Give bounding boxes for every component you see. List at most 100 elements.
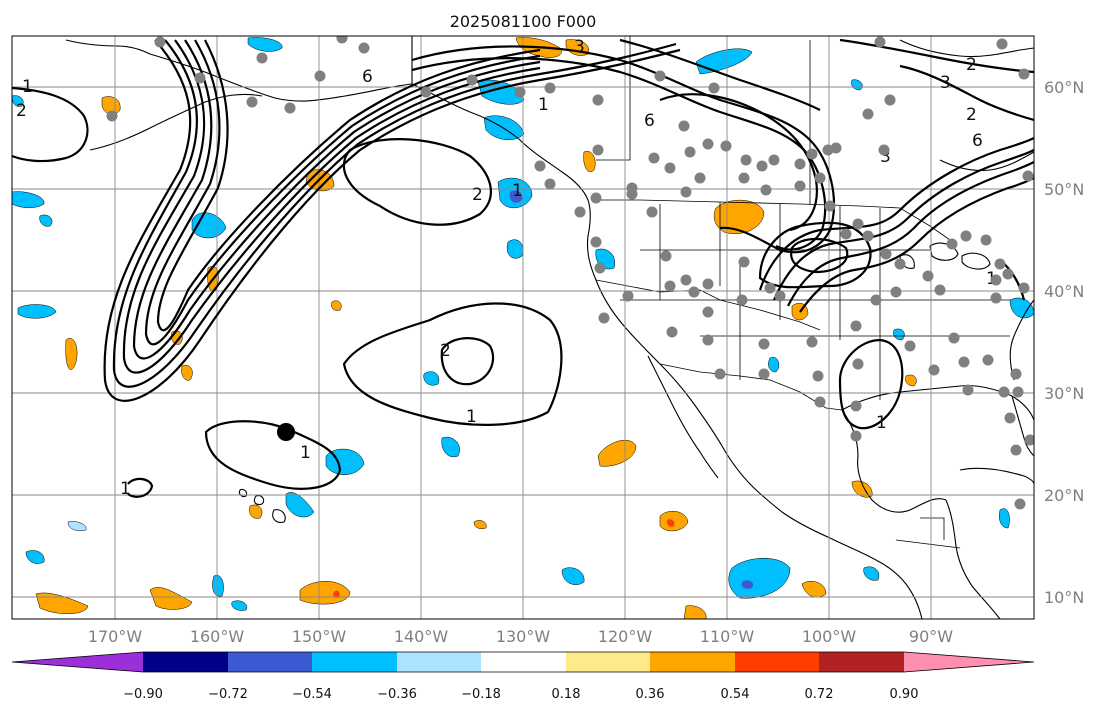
contour-line bbox=[839, 38, 1034, 74]
contour-line bbox=[144, 39, 541, 346]
station-dot bbox=[1018, 68, 1030, 80]
shade-positive bbox=[65, 338, 78, 370]
station-dot bbox=[702, 306, 714, 318]
station-dot bbox=[574, 206, 586, 218]
contour-label: 2 bbox=[440, 341, 451, 361]
station-dot bbox=[702, 278, 714, 290]
colorbar-tick-label: 0.90 bbox=[890, 687, 919, 702]
contour-line bbox=[758, 221, 872, 289]
lon-label: 130°W bbox=[496, 627, 551, 646]
station-dot bbox=[962, 384, 974, 396]
station-dot bbox=[646, 206, 658, 218]
shade-positive bbox=[299, 581, 351, 605]
contour-label: 1 bbox=[466, 407, 477, 427]
station-dot bbox=[1002, 268, 1014, 280]
station-dot bbox=[862, 108, 874, 120]
shade-positive bbox=[683, 605, 707, 619]
shade-negative bbox=[509, 190, 523, 203]
station-dot bbox=[664, 162, 676, 174]
station-dot bbox=[1014, 498, 1026, 510]
station-dot bbox=[664, 280, 676, 292]
figure-title: 2025081100 F000 bbox=[450, 12, 597, 31]
station-dot bbox=[194, 72, 206, 84]
station-dot bbox=[314, 70, 326, 82]
contour-line bbox=[103, 39, 681, 402]
station-dot bbox=[694, 172, 706, 184]
station-dot bbox=[758, 368, 770, 380]
station-dot bbox=[648, 152, 660, 164]
station-dot bbox=[878, 144, 890, 156]
station-dot bbox=[336, 36, 348, 44]
station-dot bbox=[680, 186, 692, 198]
contour-label: 3 bbox=[940, 73, 951, 93]
contour-label: 6 bbox=[362, 67, 373, 87]
shade-negative bbox=[39, 214, 53, 227]
lat-label: 30°N bbox=[1044, 384, 1084, 403]
colorbar-tick-label: 0.72 bbox=[805, 687, 834, 702]
station-dot bbox=[794, 158, 806, 170]
station-dot bbox=[740, 154, 752, 166]
station-dot bbox=[256, 52, 268, 64]
contour-line bbox=[772, 149, 1034, 301]
contour-line bbox=[156, 39, 541, 332]
shade-positive bbox=[333, 590, 340, 598]
station-dot bbox=[590, 192, 602, 204]
shade-negative bbox=[285, 492, 315, 518]
map-frame bbox=[11, 35, 1035, 620]
station-dot bbox=[544, 178, 556, 190]
station-dot bbox=[758, 338, 770, 350]
colorbar-ticks: −0.90 −0.72 −0.54 −0.36 −0.18 0.18 0.36 … bbox=[123, 687, 918, 702]
station-dot bbox=[592, 94, 604, 106]
station-dot bbox=[738, 172, 750, 184]
station-dot bbox=[246, 96, 258, 108]
station-dot bbox=[928, 364, 940, 376]
shade-positive bbox=[905, 374, 917, 387]
station-dot bbox=[990, 274, 1002, 286]
lon-label: 170°W bbox=[88, 627, 143, 646]
shade-negative bbox=[999, 508, 1010, 529]
station-dot bbox=[960, 230, 972, 242]
shade-positive bbox=[583, 150, 596, 172]
station-dot bbox=[980, 234, 992, 246]
graticule bbox=[12, 36, 1034, 619]
station-dot bbox=[922, 270, 934, 282]
shade-positive bbox=[249, 504, 263, 519]
shade-positive bbox=[597, 439, 637, 467]
shade-negative bbox=[12, 95, 24, 107]
station-dot bbox=[680, 274, 692, 286]
contour-label: 6 bbox=[972, 131, 983, 151]
colorbar-segment bbox=[228, 652, 312, 672]
shade-negative bbox=[893, 328, 905, 341]
colorbar bbox=[11, 651, 1035, 673]
station-dot bbox=[814, 172, 826, 184]
lat-label: 10°N bbox=[1044, 588, 1084, 607]
contour-label: 2 bbox=[472, 185, 483, 205]
contour-label: 1 bbox=[300, 443, 311, 463]
colorbar-segment bbox=[650, 652, 735, 672]
shade-negative bbox=[212, 575, 224, 597]
station-dot bbox=[1024, 434, 1034, 446]
contour-line bbox=[127, 477, 154, 498]
colorbar-tick-label: 0.54 bbox=[721, 687, 750, 702]
station-dot bbox=[738, 256, 750, 268]
station-dot bbox=[660, 250, 672, 262]
station-dot bbox=[850, 400, 862, 412]
colorbar-segment bbox=[481, 652, 566, 672]
station-dot bbox=[774, 290, 786, 302]
contour-label: 1 bbox=[22, 77, 33, 97]
shade-positive bbox=[473, 520, 487, 529]
contour-line bbox=[758, 137, 1034, 291]
station-dot bbox=[768, 154, 780, 166]
lon-label: 90°W bbox=[909, 627, 953, 646]
shade-negative bbox=[483, 115, 525, 141]
station-dot bbox=[1004, 412, 1016, 424]
station-dot bbox=[736, 294, 748, 306]
lon-label: 110°W bbox=[700, 627, 755, 646]
shade-positive bbox=[149, 587, 193, 610]
contour-line bbox=[112, 39, 677, 388]
station-dot bbox=[702, 334, 714, 346]
shade-negative bbox=[561, 567, 585, 585]
contour-label: 6 bbox=[644, 111, 655, 131]
station-dot bbox=[688, 286, 700, 298]
